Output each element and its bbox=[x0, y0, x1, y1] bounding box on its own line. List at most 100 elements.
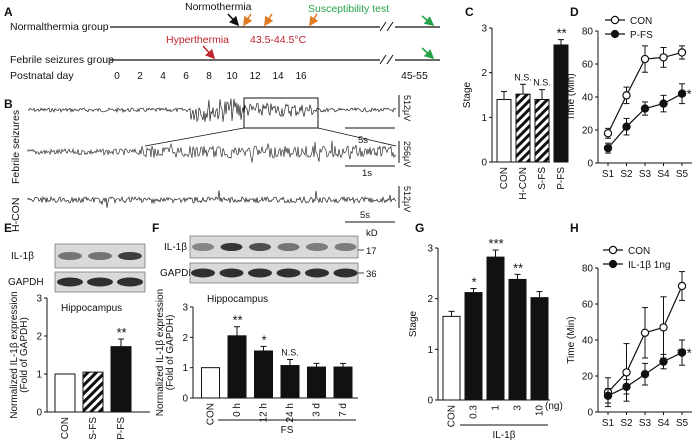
y-tick-label: 1 bbox=[182, 363, 188, 374]
febrile-seizures-side-label: Febrile seizures bbox=[10, 110, 22, 184]
scale-top-time: 5s bbox=[358, 135, 368, 146]
blot-f-kd17: 17 bbox=[366, 246, 377, 257]
day-tick-label: 14 bbox=[272, 71, 284, 82]
data-point bbox=[677, 89, 687, 98]
y-axis-label: (Fold of GAPDH) bbox=[165, 315, 176, 391]
scale-bot-time: 5s bbox=[360, 210, 370, 221]
data-point bbox=[622, 382, 631, 391]
significance-label: ** bbox=[512, 260, 523, 275]
y-tick-label: 2 bbox=[427, 294, 433, 305]
data-point bbox=[640, 370, 650, 379]
il1b-band bbox=[192, 243, 214, 251]
x-tick-label: P-FS bbox=[116, 417, 127, 440]
scale-mid-amp: 256μV bbox=[402, 141, 412, 167]
blot-e: IL-1β GAPDH bbox=[8, 243, 146, 293]
x-tick-label: 10 bbox=[535, 405, 546, 417]
panel-f-region: Hippocampus bbox=[207, 294, 268, 305]
il1b-band bbox=[88, 252, 112, 260]
x-tick-label: S3 bbox=[639, 169, 652, 180]
x-tick-label: S4 bbox=[657, 418, 670, 429]
panel-letter-h: H bbox=[570, 221, 579, 235]
data-point bbox=[659, 357, 668, 366]
panel-letter-b: B bbox=[4, 97, 13, 111]
panel-b-eeg: Febrile seizures H-CON 5s 512μV 1s 256μV… bbox=[10, 95, 412, 232]
zoom-line-right bbox=[317, 127, 397, 147]
arrow-orange-1 bbox=[243, 13, 253, 27]
bar bbox=[82, 371, 104, 413]
blot-f-bands bbox=[191, 243, 358, 278]
panel-letter-c: C bbox=[465, 5, 474, 19]
gapdh-band bbox=[248, 268, 272, 278]
y-tick-label: 0 bbox=[481, 158, 487, 169]
scale-top-amp: 512μV bbox=[402, 95, 412, 121]
x-tick-label: CON bbox=[447, 405, 458, 427]
y-tick-label: 0 bbox=[36, 408, 42, 419]
x-tick-label: 7 d bbox=[338, 403, 349, 417]
y-axis-label: Stage bbox=[462, 81, 473, 108]
y-tick-label: 1 bbox=[481, 113, 487, 124]
febrile-group-label: Febrile seizures group bbox=[10, 54, 114, 66]
data-point bbox=[640, 104, 650, 113]
arrow-orange-3 bbox=[309, 13, 319, 27]
blot-f-il1b-label: IL-1β bbox=[164, 242, 187, 253]
hyperthermia-label: Hyperthermia bbox=[166, 34, 229, 46]
significance-label: ** bbox=[116, 325, 127, 340]
x-tick-label: 12 h bbox=[259, 403, 270, 422]
normal-group-label: Normalthermia group bbox=[10, 21, 109, 33]
x-tick-label: CON bbox=[60, 417, 71, 439]
x-tick-label: S5 bbox=[676, 418, 689, 429]
y-axis-label: Stage bbox=[408, 310, 419, 337]
x-tick-label: P-FS bbox=[556, 167, 567, 190]
il1b-band bbox=[334, 243, 357, 251]
day-tick-label: 6 bbox=[183, 71, 189, 82]
bar bbox=[530, 297, 549, 401]
blot-f-kd36: 36 bbox=[366, 269, 377, 280]
significance-label: ** bbox=[681, 87, 692, 102]
significance-label: ** bbox=[556, 26, 567, 41]
significance-label: *** bbox=[676, 346, 692, 361]
significance-label: N.S. bbox=[533, 78, 551, 88]
y-tick-label: 20 bbox=[582, 372, 594, 383]
arrow-green-2 bbox=[421, 47, 435, 60]
x-tick-label: 0 h bbox=[232, 403, 243, 417]
il1b-band bbox=[306, 243, 328, 251]
bar bbox=[201, 367, 220, 399]
legend-entry: P-FS bbox=[630, 30, 653, 41]
panel-c-chart: 0 1 2 3 Stage CON N.S. H-CON N.S. S-FS ** P-FS bbox=[462, 24, 569, 200]
bar bbox=[307, 366, 326, 399]
bar bbox=[508, 278, 527, 401]
il1b-band bbox=[220, 243, 243, 251]
data-point bbox=[603, 391, 613, 400]
il1b-band bbox=[58, 252, 82, 260]
unit-label: (ng) bbox=[545, 401, 563, 412]
normothermia-label: Normothermia bbox=[185, 1, 252, 13]
x-tick-label: 24 h bbox=[285, 403, 296, 422]
x-tick-label: 1 bbox=[491, 405, 502, 411]
gapdh-band bbox=[87, 277, 113, 287]
x-tick-label: 3 d bbox=[312, 403, 323, 417]
postnatal-day-label: Postnatal day bbox=[10, 70, 74, 82]
y-tick-label: 0 bbox=[427, 396, 433, 407]
y-tick-label: 1 bbox=[427, 345, 433, 356]
eeg-trace-febrile-expanded bbox=[27, 140, 397, 163]
y-tick-label: 60 bbox=[582, 60, 594, 71]
legend-entry: CON bbox=[630, 16, 652, 27]
panel-a-timeline: Normalthermia group Febrile seizures gro… bbox=[10, 1, 440, 82]
y-tick-label: 40 bbox=[582, 336, 594, 347]
y-axis-label: Normalized IL-1β expression bbox=[9, 291, 20, 418]
data-point bbox=[677, 48, 687, 57]
data-point bbox=[603, 143, 613, 153]
x-tick-label: 0.3 bbox=[469, 405, 480, 419]
data-point bbox=[640, 328, 650, 337]
group-label: IL-1β bbox=[493, 430, 516, 441]
panel-d-chart: 0 20 40 60 80 Time (Min) S1 S2 S3 S4 S5 CON P-FS ** bbox=[566, 15, 692, 180]
il1b-band bbox=[118, 252, 142, 260]
y-tick-label: 60 bbox=[582, 300, 594, 311]
data-point bbox=[603, 129, 613, 138]
susceptibility-test-label: Susceptibility test bbox=[308, 3, 389, 15]
scale-mid-time: 1s bbox=[362, 168, 372, 179]
bar bbox=[110, 346, 132, 413]
blot-f: IL-1β GAPDH kD 17 36 bbox=[160, 228, 378, 284]
panel-letter-f: F bbox=[152, 221, 159, 235]
